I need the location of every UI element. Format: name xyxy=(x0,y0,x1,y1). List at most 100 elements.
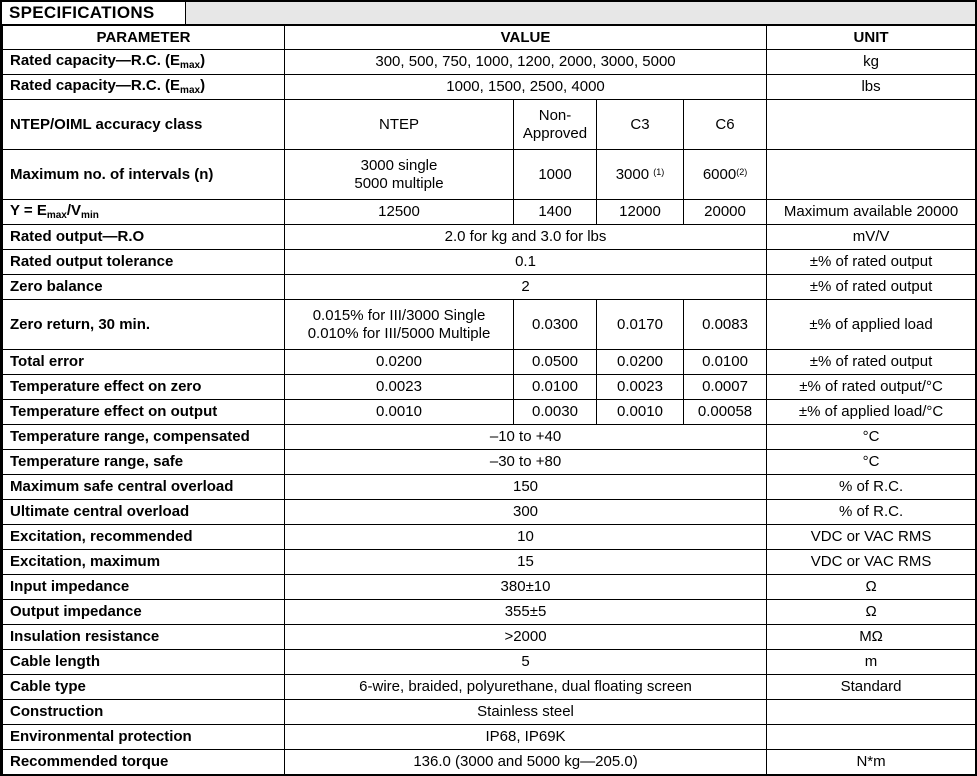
param-cell: Temperature effect on output xyxy=(2,399,285,425)
unit-cell xyxy=(766,724,975,750)
param-cell: Construction xyxy=(2,699,285,725)
param-cell: Excitation, maximum xyxy=(2,549,285,575)
value-subcell: 0.0200 xyxy=(284,349,514,375)
column-header-unit: UNIT xyxy=(766,25,975,50)
value-subcell: Non-Approved xyxy=(513,99,597,150)
value-subcell: C6 xyxy=(682,99,768,150)
param-cell: Rated capacity—R.C. (Emax) xyxy=(2,74,285,100)
value-cell: 300, 500, 750, 1000, 1200, 2000, 3000, 5… xyxy=(283,49,768,75)
unit-cell: % of R.C. xyxy=(766,499,975,525)
param-cell: Output impedance xyxy=(2,599,285,625)
table-row: Rated output—R.O 2.0 for kg and 3.0 for l… xyxy=(2,224,975,250)
param-cell: Rated output tolerance xyxy=(2,249,285,275)
unit-cell: VDC or VAC RMS xyxy=(766,549,975,575)
unit-cell: Ω xyxy=(766,599,975,625)
unit-cell xyxy=(766,149,975,200)
unit-cell: °C xyxy=(766,449,975,475)
table-row: Rated capacity—R.C. (Emax) 1000, 1500, 25… xyxy=(2,74,975,100)
value-cell: –30 to +80 xyxy=(283,449,768,475)
param-cell: Total error xyxy=(2,349,285,375)
table-row: Y = Emax/Vmin 12500 1400 12000 20000 Maximum … xyxy=(2,199,975,225)
param-cell: NTEP/OIML accuracy class xyxy=(2,99,285,150)
param-cell: Zero balance xyxy=(2,274,285,300)
table-row: Recommended torque 136.0 (3000 and 5000 k… xyxy=(2,749,975,774)
value-cell: 136.0 (3000 and 5000 kg—205.0) xyxy=(283,749,768,774)
value-subcell: 12000 xyxy=(596,199,684,225)
value-cell: >2000 xyxy=(283,624,768,650)
param-cell: Y = Emax/Vmin xyxy=(2,199,285,225)
value-cell: 10 xyxy=(283,524,768,550)
unit-cell: Ω xyxy=(766,574,975,600)
table-row: Environmental protection IP68, IP69K xyxy=(2,724,975,750)
param-cell: Maximum safe central overload xyxy=(2,474,285,500)
unit-cell: m xyxy=(766,649,975,675)
value-subcell: 3000 single 5000 multiple xyxy=(284,149,514,200)
unit-cell: mV/V xyxy=(766,224,975,250)
value-subcell: 6000(2) xyxy=(682,149,768,200)
unit-cell: VDC or VAC RMS xyxy=(766,524,975,550)
param-cell: Temperature range, safe xyxy=(2,449,285,475)
param-cell: Recommended torque xyxy=(2,749,285,774)
unit-cell: Standard xyxy=(766,674,975,700)
table-row: Total error 0.0200 0.0500 0.0200 0.0100 ±% of… xyxy=(2,349,975,375)
table-row: Excitation, recommended 10 VDC or VAC RMS xyxy=(2,524,975,550)
value-cell: 380±10 xyxy=(283,574,768,600)
param-cell: Environmental protection xyxy=(2,724,285,750)
param-cell: Cable length xyxy=(2,649,285,675)
table-row: Temperature effect on output 0.0010 0.0030… xyxy=(2,399,975,425)
value-cell: 6-wire, braided, polyurethane, dual floa… xyxy=(283,674,768,700)
unit-cell: ±% of applied load xyxy=(766,299,975,350)
value-subcell: 0.0100 xyxy=(682,349,768,375)
value-subcell: 3000 (1) xyxy=(596,149,684,200)
value-subcell: 0.0010 xyxy=(596,399,684,425)
unit-cell: ±% of rated output xyxy=(766,274,975,300)
column-header-value: VALUE xyxy=(283,25,768,50)
unit-cell: ±% of rated output xyxy=(766,249,975,275)
value-subcell: NTEP xyxy=(284,99,514,150)
param-cell: Cable type xyxy=(2,674,285,700)
value-subcell: 0.0500 xyxy=(513,349,597,375)
value-cell: 2.0 for kg and 3.0 for lbs xyxy=(283,224,768,250)
param-cell: Excitation, recommended xyxy=(2,524,285,550)
unit-cell xyxy=(766,99,975,150)
value-subcell: 0.0300 xyxy=(513,299,597,350)
value-cell: 0.1 xyxy=(283,249,768,275)
unit-cell: Maximum available 20000 xyxy=(766,199,975,225)
param-cell: Input impedance xyxy=(2,574,285,600)
value-subcell: 0.0023 xyxy=(596,374,684,400)
page-title: SPECIFICATIONS xyxy=(2,2,186,24)
table-row: Output impedance 355±5 Ω xyxy=(2,599,975,625)
param-cell: Ultimate central overload xyxy=(2,499,285,525)
column-header-parameter: PARAMETER xyxy=(2,25,285,50)
param-cell: Maximum no. of intervals (n) xyxy=(2,149,285,200)
table-row: Temperature effect on zero 0.0023 0.0100 0.… xyxy=(2,374,975,400)
value-cell: 150 xyxy=(283,474,768,500)
value-subcell: 0.0030 xyxy=(513,399,597,425)
table-row: Construction Stainless steel xyxy=(2,699,975,725)
table-row: Cable length 5 m xyxy=(2,649,975,675)
unit-cell: ±% of rated output/°C xyxy=(766,374,975,400)
table-row: Temperature range, compensated –10 to +40… xyxy=(2,424,975,450)
unit-cell: N*m xyxy=(766,749,975,774)
value-subcell: 1400 xyxy=(513,199,597,225)
value-subcell: 20000 xyxy=(682,199,768,225)
unit-cell xyxy=(766,699,975,725)
table-row: Rated capacity—R.C. (Emax) 300, 500, 750,… xyxy=(2,49,975,75)
table-row: Cable type 6-wire, braided, polyurethane,… xyxy=(2,674,975,700)
unit-cell: ±% of rated output xyxy=(766,349,975,375)
unit-cell: % of R.C. xyxy=(766,474,975,500)
table-row: Maximum no. of intervals (n) 3000 single 5… xyxy=(2,149,975,200)
specifications-table: PARAMETER VALUE UNIT Rated capacity—R.C.… xyxy=(2,25,975,774)
value-subcell: 0.0200 xyxy=(596,349,684,375)
value-cell: 1000, 1500, 2500, 4000 xyxy=(283,74,768,100)
param-cell: Temperature effect on zero xyxy=(2,374,285,400)
value-cell: –10 to +40 xyxy=(283,424,768,450)
value-subcell: 1000 xyxy=(513,149,597,200)
value-subcell: 12500 xyxy=(284,199,514,225)
param-cell: Rated output—R.O xyxy=(2,224,285,250)
value-cell: 300 xyxy=(283,499,768,525)
value-subcell: 0.0083 xyxy=(682,299,768,350)
table-row: Excitation, maximum 15 VDC or VAC RMS xyxy=(2,549,975,575)
table-row: Input impedance 380±10 Ω xyxy=(2,574,975,600)
